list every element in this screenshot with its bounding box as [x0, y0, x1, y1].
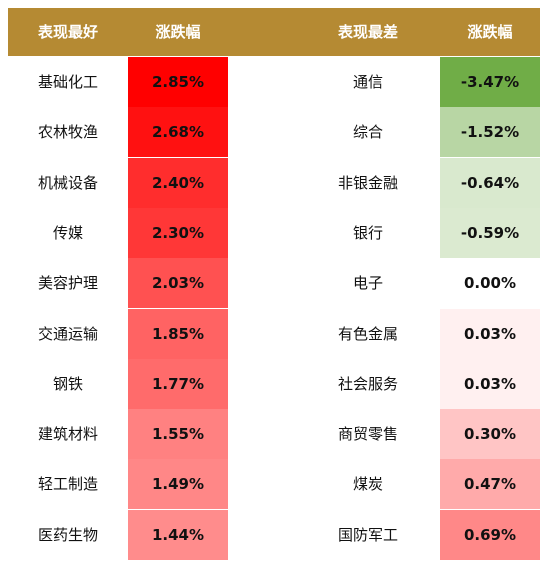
best-sector-name: 机械设备 [37, 173, 98, 192]
table-row: 机械设备 2.40% 非银金融 -0.64% [0, 157, 550, 208]
worst-sector-change: 0.03% [440, 308, 540, 359]
header-best-name: 表现最好 [37, 23, 98, 41]
best-sector-change: 2.68% [128, 107, 228, 158]
worst-sector-change: -0.64% [440, 157, 540, 208]
worst-sector-change: 0.47% [440, 459, 540, 510]
worst-sector-change: 0.69% [440, 509, 540, 560]
header-best-change: 涨跌幅 [155, 23, 201, 41]
table-row: 基础化工 2.85% 通信 -3.47% [0, 57, 550, 107]
worst-sector-change: -1.52% [440, 107, 540, 158]
best-sector-change: 2.40% [128, 157, 228, 208]
worst-sector-name: 煤炭 [352, 475, 383, 494]
header-worst-name: 表现最差 [337, 23, 398, 41]
best-sector-change: 2.85% [128, 57, 228, 107]
table-row: 农林牧渔 2.68% 综合 -1.52% [0, 107, 550, 158]
best-sector-change: 1.44% [128, 509, 228, 560]
header-worst-change: 涨跌幅 [467, 23, 513, 41]
table-row: 建筑材料 1.55% 商贸零售 0.30% [0, 409, 550, 460]
best-sector-name: 美容护理 [37, 274, 98, 293]
table-row: 传媒 2.30% 银行 -0.59% [0, 207, 550, 258]
best-sector-name: 交通运输 [37, 324, 98, 343]
table-row: 交通运输 1.85% 有色金属 0.03% [0, 308, 550, 359]
best-sector-change: 1.55% [128, 409, 228, 460]
worst-sector-name: 综合 [352, 123, 383, 142]
best-sector-name: 医药生物 [37, 525, 98, 544]
best-sector-name: 传媒 [52, 223, 83, 242]
worst-sector-change: 0.00% [440, 258, 540, 309]
table-row: 美容护理 2.03% 电子 0.00% [0, 258, 550, 309]
worst-sector-change: -0.59% [440, 207, 540, 258]
best-sector-change: 1.77% [128, 358, 228, 409]
best-sector-name: 农林牧渔 [37, 123, 98, 142]
best-sector-name: 建筑材料 [37, 425, 98, 444]
table-row: 钢铁 1.77% 社会服务 0.03% [0, 358, 550, 409]
best-sector-name: 基础化工 [37, 73, 98, 91]
best-sector-name: 轻工制造 [37, 475, 98, 494]
table-row: 医药生物 1.44% 国防军工 0.69% [0, 509, 550, 560]
best-sector-change: 1.85% [128, 308, 228, 359]
worst-sector-name: 商贸零售 [337, 425, 398, 444]
worst-sector-name: 非银金融 [337, 173, 398, 192]
best-sector-change: 1.49% [128, 459, 228, 510]
header-bar [8, 8, 540, 56]
worst-sector-name: 国防军工 [337, 525, 398, 544]
worst-sector-change: 0.30% [440, 409, 540, 460]
worst-sector-name: 银行 [352, 223, 383, 242]
worst-sector-name: 有色金属 [337, 324, 398, 343]
best-sector-change: 2.30% [128, 207, 228, 258]
table-row: 轻工制造 1.49% 煤炭 0.47% [0, 459, 550, 510]
best-sector-change: 2.03% [128, 258, 228, 309]
worst-sector-change: 0.03% [440, 358, 540, 409]
worst-sector-change: -3.47% [440, 57, 540, 107]
best-sector-name: 钢铁 [52, 374, 83, 393]
worst-sector-name: 通信 [352, 73, 383, 91]
worst-sector-name: 电子 [352, 274, 383, 293]
worst-sector-name: 社会服务 [337, 374, 398, 393]
